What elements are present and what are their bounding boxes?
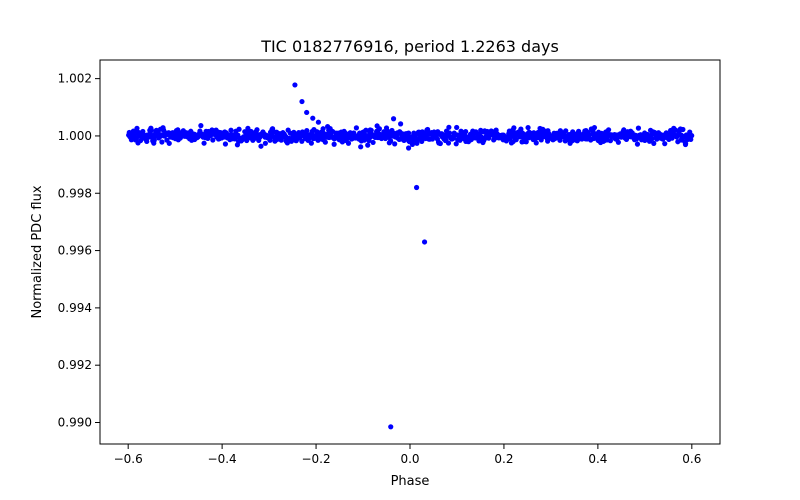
baseline-point xyxy=(615,139,622,145)
data-point xyxy=(299,98,305,105)
baseline-point xyxy=(322,139,328,145)
baseline-point xyxy=(563,128,569,134)
baseline-point xyxy=(446,130,453,136)
data-points xyxy=(126,82,695,430)
baseline-point xyxy=(649,136,655,142)
data-point xyxy=(308,140,314,146)
baseline-point xyxy=(304,128,310,134)
baseline-point xyxy=(134,125,140,131)
y-tick-label: 0.994 xyxy=(58,301,92,315)
baseline-point xyxy=(370,139,376,146)
x-tick-label: 0.2 xyxy=(494,452,513,466)
chart-title: TIC 0182776916, period 1.2263 days xyxy=(260,37,559,56)
data-point xyxy=(304,109,310,116)
baseline-point xyxy=(409,141,416,147)
baseline-point xyxy=(463,129,469,135)
baseline-point xyxy=(148,127,155,134)
x-tick-label: 0.6 xyxy=(682,452,701,466)
x-tick-label: −0.4 xyxy=(208,452,237,466)
baseline-point xyxy=(236,126,242,132)
baseline-point xyxy=(262,140,268,146)
baseline-point xyxy=(513,137,519,143)
x-tick-label: 0.0 xyxy=(400,452,419,466)
baseline-point xyxy=(222,141,229,147)
baseline-point xyxy=(388,138,394,144)
x-axis-label: Phase xyxy=(391,474,430,489)
baseline-point xyxy=(299,138,305,144)
data-point xyxy=(327,128,333,134)
data-point xyxy=(292,82,298,88)
baseline-point xyxy=(267,137,273,143)
baseline-point xyxy=(605,127,612,133)
data-point xyxy=(374,123,380,129)
baseline-point xyxy=(453,141,459,147)
baseline-point xyxy=(683,140,689,147)
baseline-point xyxy=(144,138,150,145)
x-tick-label: −0.2 xyxy=(301,452,330,466)
baseline-point xyxy=(651,140,657,146)
baseline-point xyxy=(662,141,668,147)
x-tick-label: −0.6 xyxy=(114,452,143,466)
baseline-point xyxy=(284,140,291,146)
baseline-point xyxy=(166,140,172,146)
y-axis-label: Normalized PDC flux xyxy=(30,185,45,318)
baseline-point xyxy=(351,130,357,136)
data-point xyxy=(320,126,326,132)
baseline-point xyxy=(425,126,431,133)
baseline-point xyxy=(210,137,216,143)
y-tick-label: 0.998 xyxy=(58,186,92,200)
baseline-point xyxy=(634,141,641,147)
y-tick-label: 1.002 xyxy=(58,72,92,86)
baseline-point xyxy=(151,137,157,143)
baseline-point xyxy=(159,139,165,145)
baseline-point xyxy=(406,130,412,136)
baseline-point xyxy=(635,125,642,131)
baseline-point xyxy=(591,125,598,131)
y-tick-label: 0.990 xyxy=(58,416,92,430)
baseline-point xyxy=(523,139,529,145)
baseline-point xyxy=(258,143,264,149)
data-point xyxy=(390,116,397,122)
data-point xyxy=(315,119,322,125)
baseline-point xyxy=(331,141,337,147)
baseline-point xyxy=(228,127,234,133)
baseline-point xyxy=(454,124,460,131)
data-point xyxy=(365,142,371,148)
y-tick-label: 0.992 xyxy=(58,358,92,372)
baseline-point xyxy=(446,124,452,130)
baseline-point xyxy=(254,127,260,133)
data-point xyxy=(358,144,364,150)
baseline-point xyxy=(345,140,352,146)
baseline-point xyxy=(437,140,443,147)
data-point xyxy=(405,145,412,151)
baseline-point xyxy=(476,138,482,144)
data-point xyxy=(421,239,428,245)
baseline-point xyxy=(445,140,452,146)
x-axis-ticks: −0.6 −0.4 −0.2 0.0 0.2 0.4 0.6 xyxy=(114,444,701,466)
baseline-point xyxy=(533,140,539,146)
baseline-point xyxy=(607,138,614,144)
y-tick-label: 0.996 xyxy=(58,244,92,258)
y-axis-ticks: 0.990 0.992 0.994 0.996 0.998 1.000 1.002 xyxy=(58,72,100,430)
baseline-point xyxy=(353,125,359,131)
baseline-point xyxy=(198,123,204,129)
data-point xyxy=(383,125,390,131)
x-tick-label: 0.4 xyxy=(588,452,607,466)
baseline-point xyxy=(511,125,517,131)
baseline-point xyxy=(525,124,531,131)
baseline-point xyxy=(689,133,695,139)
data-point xyxy=(310,115,316,121)
data-point xyxy=(388,424,394,430)
data-point xyxy=(398,121,404,127)
baseline-point xyxy=(392,141,398,147)
data-point xyxy=(413,184,420,191)
baseline-point xyxy=(201,140,207,146)
baseline-point xyxy=(518,126,524,132)
baseline-point xyxy=(368,127,374,133)
y-tick-label: 1.000 xyxy=(58,129,92,143)
baseline-point xyxy=(680,126,686,133)
baseline-point xyxy=(244,137,250,144)
